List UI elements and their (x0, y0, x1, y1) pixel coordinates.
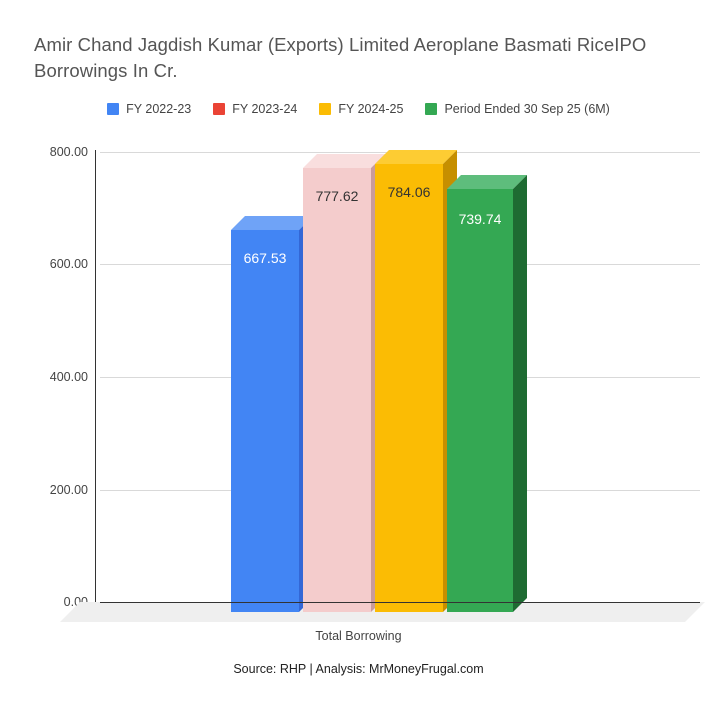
y-axis-tick-800: 800.00 (49, 145, 88, 159)
y-axis-line (95, 150, 96, 618)
legend-swatch-icon (213, 103, 226, 115)
bar-value-label: 667.53 (243, 250, 287, 266)
chart-title: Amir Chand Jagdish Kumar (Exports) Limit… (34, 34, 647, 81)
y-axis-tick-600: 600.00 (49, 257, 88, 271)
chart-base-plate (60, 602, 705, 622)
source-note: Source: RHP | Analysis: MrMoneyFrugal.co… (233, 662, 484, 676)
bar-fy-2022-23[interactable]: 667.53 (231, 216, 313, 612)
x-axis-label: Total Borrowing (315, 629, 402, 643)
y-axis-tick-400: 400.00 (49, 370, 88, 384)
legend-swatch-icon (319, 103, 332, 115)
chart-legend: FY 2022-23 FY 2023-24 FY 2024-25 Period … (0, 102, 717, 116)
bar-side-face (513, 175, 527, 612)
bar-period-ended-30-sep-25[interactable]: 739.74 (447, 175, 527, 612)
bar-value-label: 739.74 (458, 211, 502, 227)
legend-item-fy-2023-24[interactable]: FY 2023-24 (213, 102, 297, 116)
bar-fy-2023-24[interactable]: 777.62 (303, 154, 385, 612)
legend-swatch-icon (425, 103, 438, 115)
bar-value-label: 777.62 (315, 188, 359, 204)
legend-item-period-ended-30-sep-25[interactable]: Period Ended 30 Sep 25 (6M) (425, 102, 610, 116)
legend-swatch-icon (107, 103, 120, 115)
legend-label: Period Ended 30 Sep 25 (6M) (444, 102, 610, 116)
bar-front-face (375, 164, 443, 612)
x-axis-baseline (100, 602, 700, 603)
y-axis-tick-200: 200.00 (49, 483, 88, 497)
bar-value-label: 784.06 (387, 184, 431, 200)
legend-item-fy-2022-23[interactable]: FY 2022-23 (107, 102, 191, 116)
bar-front-face (447, 189, 513, 612)
legend-label: FY 2024-25 (338, 102, 404, 116)
legend-label: FY 2023-24 (232, 102, 298, 116)
legend-label: FY 2022-23 (126, 102, 192, 116)
bar-fy-2024-25[interactable]: 784.06 (375, 150, 457, 612)
bar-front-face (303, 168, 371, 612)
bar-front-face (231, 230, 299, 612)
legend-item-fy-2024-25[interactable]: FY 2024-25 (319, 102, 403, 116)
